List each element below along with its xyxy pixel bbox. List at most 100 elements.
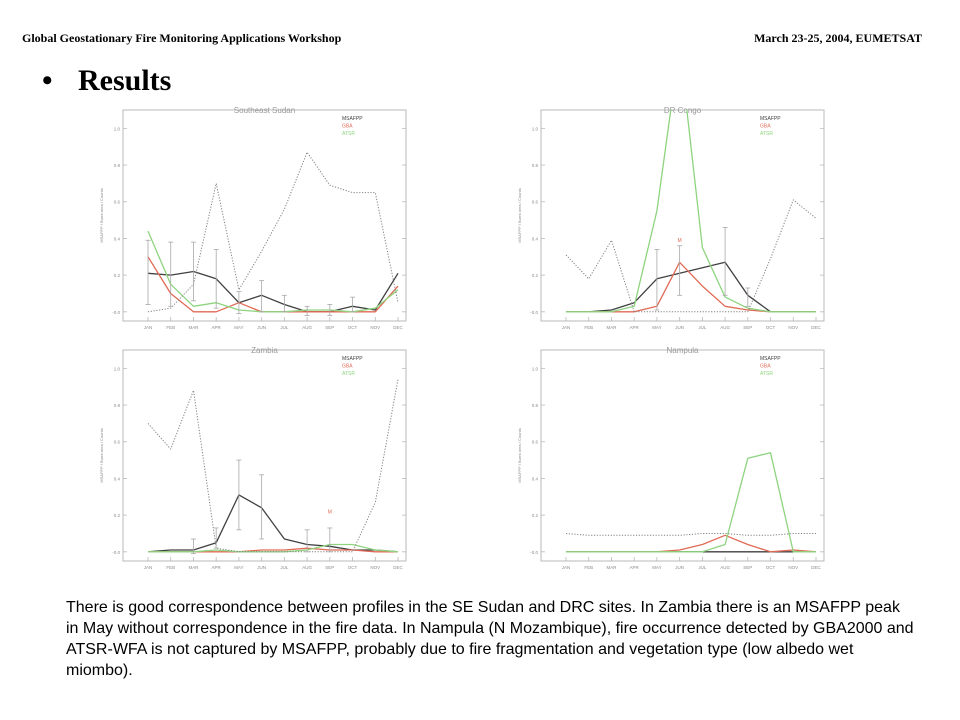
x-tick-label-jun: JUN [675,325,684,330]
y-tick-label: 1.0 [114,126,121,131]
x-tick-label-may: MAY [652,565,661,570]
y-axis-label: MSAFPP / Burnt area / Counts [99,428,104,482]
y-tick-label: 0.8 [114,403,121,408]
plot-frame [540,349,825,562]
error-bar [259,474,265,540]
x-tick-label-jul: JUL [280,325,288,330]
legend-entry-msafpp: MSAFPP [342,116,363,122]
chart-title: Nampula [666,346,699,355]
series-line-atsr [566,110,816,313]
y-tick-label: 0.6 [532,440,539,445]
y-tick-label: -0.0 [530,550,538,555]
series-line-atsr [147,230,399,313]
header-right: March 23-25, 2004, EUMETSAT [754,31,922,45]
x-tick-label-sep: SEP [325,325,334,330]
x-tick-label-may: MAY [234,325,243,330]
y-tick-label: 0.2 [114,273,121,278]
x-tick-label-jan: JAN [144,565,153,570]
error-bar [213,249,219,309]
error-bar [327,304,333,316]
x-tick-label-dec: DEC [393,565,403,570]
legend-entry-gba: GBA [760,124,771,130]
y-tick-label: 1.0 [532,366,539,371]
y-tick-label: 0.2 [114,513,121,518]
chart-svg: Nampula -0.0 0.2 0.4 0.6 0.8 1.0 MSAFPP / Burnt… [517,346,825,570]
chart-panel-dr-congo: DR Congo -0.0 0.2 0.4 0.6 0.8 1.0 MSAFPP / Burn… [498,100,828,336]
error-bar [327,527,333,553]
legend-entry-msafpp: MSAFPP [760,356,781,362]
x-tick-label-dec: DEC [811,565,821,570]
x-tick-label-oct: OCT [348,325,358,330]
error-bar [236,291,242,315]
x-tick-label-jan: JAN [144,325,153,330]
x-tick-label-dec: DEC [811,325,821,330]
x-tick-label-mar: MAR [188,325,199,330]
chart-panel-nampula: Nampula -0.0 0.2 0.4 0.6 0.8 1.0 MSAFPP / Burnt… [498,340,828,576]
series-line-msafpp [147,270,399,313]
series-line-dotted [565,199,817,313]
header-left: Global Geostationary Fire Monitoring App… [22,31,342,45]
x-tick-label-feb: FEB [584,565,593,570]
y-tick-label: 0.8 [532,403,539,408]
x-tick-label-dec: DEC [393,325,403,330]
chart-title: Southeast Sudan [234,106,295,115]
y-tick-label: 1.0 [114,366,121,371]
x-tick-label-feb: FEB [584,325,593,330]
y-axis-label: MSAFPP / Burnt area / Counts [517,428,522,482]
x-tick-label-mar: MAR [606,565,617,570]
chart-svg: Zambia -0.0 0.2 0.4 0.6 0.8 1.0 MSAFPP / Burnt … [99,346,407,570]
y-tick-label: 0.6 [114,440,121,445]
x-tick-label-jun: JUN [675,565,684,570]
error-bar [304,529,310,553]
x-tick-label-jul: JUL [698,565,706,570]
x-tick-label-apr: APR [212,565,222,570]
legend-entry-gba: GBA [342,124,353,130]
x-tick-label-apr: APR [212,325,222,330]
legend-entry-msafpp: MSAFPP [760,116,781,122]
x-tick-label-apr: APR [630,565,640,570]
y-tick-label: 0.8 [532,163,539,168]
x-tick-label-jun: JUN [257,565,266,570]
x-tick-label-sep: SEP [743,565,752,570]
x-tick-label-may: MAY [234,565,243,570]
marker-label: M [678,238,682,244]
x-tick-label-apr: APR [630,325,640,330]
x-tick-label-mar: MAR [188,565,199,570]
x-tick-label-aug: AUG [302,565,312,570]
x-tick-label-may: MAY [652,325,661,330]
y-tick-label: 0.2 [532,513,539,518]
x-tick-label-nov: NOV [788,565,798,570]
x-tick-label-nov: NOV [370,325,380,330]
legend-entry-atsr: ATSR [342,131,355,137]
error-bar [145,239,151,305]
x-tick-label-jul: JUL [280,565,288,570]
x-tick-label-sep: SEP [325,565,334,570]
plot-area: M [147,379,399,555]
plot-area [565,452,817,553]
plot-frame [122,349,407,562]
marker-label: M [328,509,332,515]
legend-entry-gba: GBA [760,364,771,370]
legend-entry-atsr: ATSR [760,131,773,137]
series-line-atsr [566,452,816,553]
error-bar [745,287,751,307]
y-tick-label: 0.4 [114,476,121,481]
results-caption: There is good correspondence between pro… [66,599,914,679]
x-tick-label-mar: MAR [606,325,617,330]
x-tick-label-nov: NOV [788,325,798,330]
x-tick-label-oct: OCT [766,325,776,330]
error-bar [168,241,174,307]
error-bar [281,294,287,313]
y-tick-label: 1.0 [532,126,539,131]
chart-panel-zambia: Zambia -0.0 0.2 0.4 0.6 0.8 1.0 MSAFPP / Burnt … [80,340,410,576]
plot-area: M [565,110,817,313]
legend-entry-atsr: ATSR [760,371,773,377]
y-tick-label: 0.2 [532,273,539,278]
error-bar [722,227,728,296]
x-tick-label-aug: AUG [720,325,730,330]
plot-frame [540,109,825,322]
y-tick-label: 0.4 [532,236,539,241]
plot-area [145,151,399,316]
error-bar [213,527,219,549]
error-bar [304,305,310,316]
